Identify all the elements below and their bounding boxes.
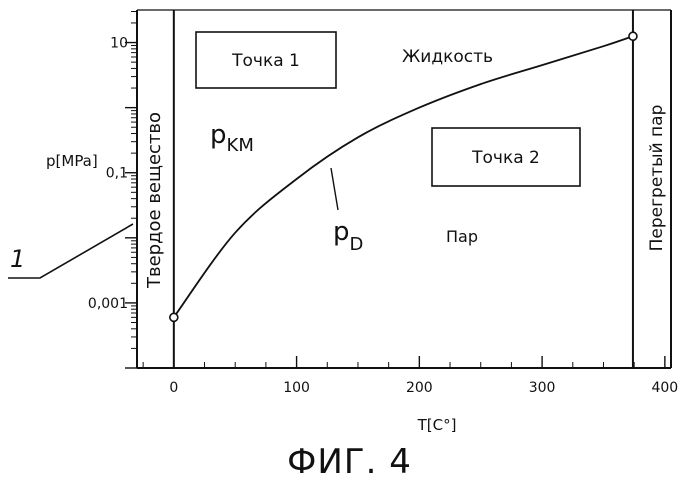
- solid-region-label: Твердое вещество: [144, 112, 165, 289]
- x-axis-title: T[C°]: [417, 416, 457, 434]
- reference-leader-line: [8, 224, 133, 278]
- figure-caption: ФИГ. 4: [0, 442, 699, 482]
- y-axis-title: p[MPa]: [46, 152, 98, 170]
- x-tick-label: 0: [169, 380, 178, 396]
- x-axis-ticks: 0 100 200 300 400: [143, 356, 678, 396]
- endpoint-markers: [170, 32, 637, 321]
- vapor-curve-label: pD: [333, 217, 363, 255]
- critical-point-label-main: p: [210, 120, 227, 150]
- y-tick-label: 10: [110, 36, 128, 52]
- vapor-pressure-curve: [174, 36, 633, 317]
- x-tick-label: 400: [651, 380, 678, 396]
- vapor-curve-leader-line: [331, 168, 338, 210]
- y-axis-ticks: 0,001 0,1 10: [88, 11, 137, 368]
- vapor-curve-label-main: p: [333, 217, 350, 247]
- point-2-label: Точка 2: [471, 148, 540, 168]
- point-1-label: Точка 1: [231, 51, 300, 71]
- x-tick-label: 200: [406, 380, 433, 396]
- superheated-region-label: Перегретый пар: [647, 105, 667, 252]
- x-tick-label: 100: [283, 380, 310, 396]
- x-tick-label: 300: [529, 380, 556, 396]
- reference-numeral: 1: [10, 245, 25, 273]
- liquid-region-label: Жидкость: [402, 47, 493, 67]
- critical-point-label-sub: KM: [227, 135, 254, 156]
- vapor-curve-label-sub: D: [350, 234, 364, 255]
- vapor-region-label: Пар: [446, 227, 478, 246]
- endpoint-marker: [170, 313, 178, 321]
- y-tick-label: 0,1: [106, 166, 128, 182]
- y-tick-label: 0,001: [88, 296, 128, 312]
- endpoint-marker: [629, 32, 637, 40]
- critical-point-label: pKM: [210, 120, 254, 156]
